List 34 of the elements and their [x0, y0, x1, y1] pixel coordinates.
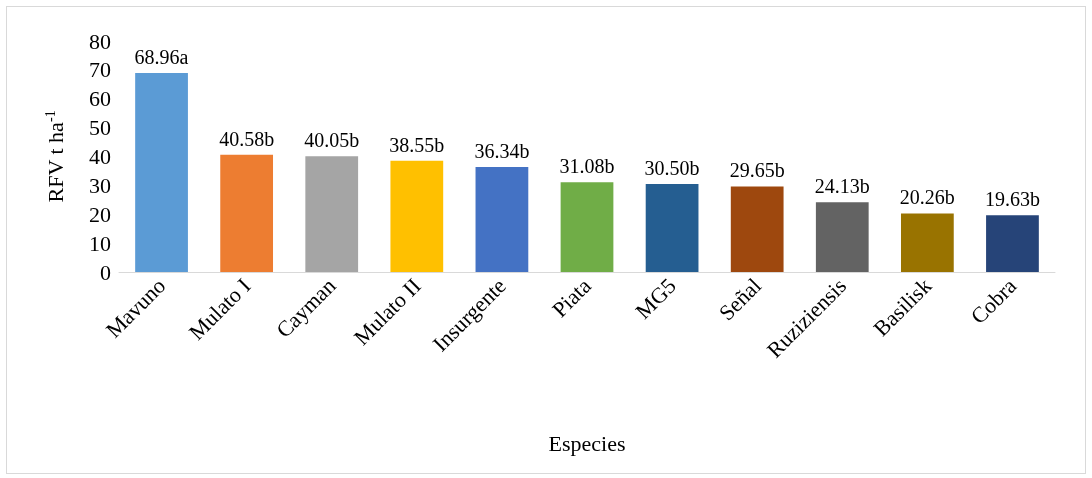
y-tick-label: 30 [89, 172, 111, 198]
data-label: 40.05b [304, 129, 360, 152]
x-axis-title: Especies [548, 430, 626, 456]
bar [560, 182, 614, 272]
bar [645, 183, 699, 272]
bar [220, 154, 274, 272]
x-tick-label: Piata [547, 273, 596, 322]
y-tick-label: 80 [89, 28, 111, 54]
data-label: 36.34b [474, 140, 530, 163]
bar [135, 72, 188, 272]
bar [305, 156, 359, 272]
data-label: 19.63b [984, 188, 1040, 211]
y-tick-label: 50 [89, 115, 111, 141]
y-tick-label: 70 [89, 57, 111, 83]
bar [730, 186, 784, 272]
data-label: 38.55b [389, 133, 445, 156]
bar [986, 215, 1039, 272]
y-axis-title: RFV t ha-1 [42, 110, 68, 203]
data-label: 30.50b [644, 156, 700, 179]
y-tick-label: 20 [89, 201, 111, 227]
data-label: 20.26b [899, 186, 955, 209]
y-tick-label: 0 [100, 259, 111, 285]
data-label: 40.58b [219, 127, 275, 150]
y-tick-label: 10 [89, 230, 111, 256]
y-tick-label: 40 [89, 144, 111, 169]
data-label: 29.65b [729, 159, 785, 182]
bar [815, 202, 869, 272]
bar [390, 160, 444, 272]
bar [900, 213, 954, 272]
data-label: 24.13b [814, 175, 870, 198]
y-tick-label: 60 [89, 86, 111, 112]
data-label: 31.08b [559, 155, 615, 178]
data-label: 68.96a [134, 45, 189, 68]
bar [475, 167, 529, 272]
